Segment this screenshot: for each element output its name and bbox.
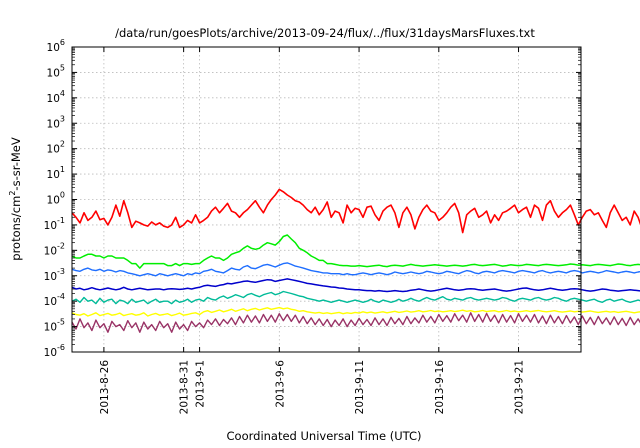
y-tick-label: 105 (47, 63, 65, 79)
series-line (71, 278, 640, 293)
y-tick-exponent: -4 (57, 292, 65, 301)
y-tick-base: 10 (47, 144, 60, 156)
series-line (71, 306, 640, 317)
y-tick-label: 10-1 (44, 216, 65, 232)
y-tick-exponent: 6 (60, 38, 65, 47)
y-tick-exponent: -3 (57, 267, 65, 276)
y-axis-label-part: protons/cm (9, 196, 23, 261)
y-tick-base: 10 (44, 296, 57, 308)
x-tick-label: 2013-9-6 (274, 360, 286, 408)
series-line (71, 262, 640, 277)
y-tick-base: 10 (47, 67, 60, 79)
series-line (71, 234, 640, 269)
y-tick-base: 10 (44, 245, 57, 257)
y-tick-base: 10 (44, 220, 57, 232)
x-tick-label: 2013-8-31 (179, 360, 191, 414)
x-axis-label: Coordinated Universal Time (UTC) (227, 429, 422, 443)
y-tick-label: 10-6 (44, 343, 65, 359)
series-line (71, 188, 640, 234)
y-axis-label-part: -s-sr-MeV (9, 137, 23, 190)
y-tick-label: 10-3 (44, 267, 65, 283)
y-tick-exponent: 1 (60, 165, 65, 174)
y-tick-exponent: -5 (57, 318, 65, 327)
chart-title: /data/run/goesPlots/archive/2013-09-24/f… (115, 26, 535, 40)
y-axis-label: protons/cm2-s-sr-MeV (8, 137, 23, 261)
x-tick-label: 2013-9-16 (434, 360, 446, 415)
y-tick-exponent: -1 (57, 216, 65, 225)
y-tick-exponent: 0 (60, 191, 65, 200)
y-tick-base: 10 (47, 118, 60, 130)
y-tick-exponent: 3 (60, 114, 65, 123)
y-tick-label: 102 (47, 140, 65, 156)
y-tick-exponent: 5 (60, 63, 65, 72)
series-line (71, 290, 640, 305)
y-tick-base: 10 (47, 195, 60, 207)
series-group (71, 188, 640, 333)
y-tick-exponent: 4 (60, 89, 65, 98)
x-tick-label: 2013-9-11 (354, 360, 366, 414)
y-tick-label: 104 (47, 89, 65, 105)
y-tick-label: 101 (47, 165, 65, 181)
y-tick-exponent: 2 (60, 140, 65, 149)
y-tick-base: 10 (47, 42, 60, 54)
x-tick-label: 2013-8-26 (99, 360, 111, 415)
y-tick-base: 10 (47, 93, 60, 105)
y-tick-label: 100 (47, 191, 65, 207)
y-axis-label-superscript: 2 (8, 191, 17, 196)
y-axis: 10-610-510-410-310-210-11001011021031041… (44, 38, 581, 359)
y-tick-base: 10 (44, 322, 57, 334)
x-axis: 2013-8-26 2013-8-31 2013-9-1 2013-9-6 2013-9… (99, 47, 526, 414)
y-tick-label: 10-2 (44, 241, 65, 257)
y-tick-label: 106 (47, 38, 65, 54)
y-tick-label: 10-5 (44, 318, 65, 334)
y-tick-base: 10 (47, 169, 60, 181)
y-tick-label: 10-4 (44, 292, 65, 308)
x-tick-label: 2013-9-21 (514, 360, 526, 414)
y-tick-exponent: -6 (57, 343, 65, 352)
y-tick-base: 10 (44, 347, 57, 359)
grid-lines (72, 47, 581, 352)
y-tick-label: 103 (47, 114, 65, 130)
series-line (71, 312, 640, 333)
x-tick-label: 2013-9-1 (195, 360, 207, 408)
y-tick-base: 10 (44, 271, 57, 283)
y-tick-exponent: -2 (57, 241, 65, 250)
